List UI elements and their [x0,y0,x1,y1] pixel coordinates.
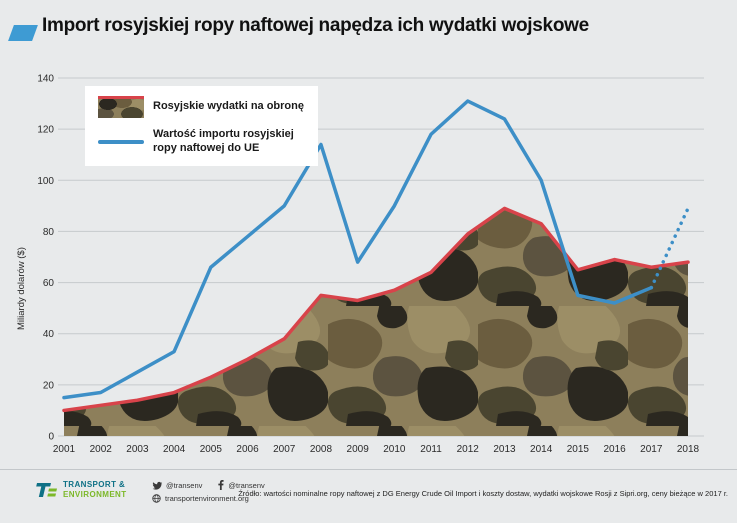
oil-import-projection-line [649,206,690,290]
legend-item-oil-imports: Wartość importu rosyjskiej ropy naftowej… [98,128,305,156]
x-tick-label: 2005 [200,444,223,455]
title-accent-shape [8,25,38,41]
x-tick-label: 2003 [126,444,149,455]
camo-area-swatch [98,96,144,118]
twitter-icon [152,481,162,490]
x-tick-label: 2013 [493,444,516,455]
x-tick-label: 2007 [273,444,296,455]
x-tick-label: 2009 [347,444,370,455]
y-tick-label: 80 [43,227,55,238]
x-tick-label: 2008 [310,444,333,455]
footer: TRANSPORT & ENVIRONMENT @transenv @t [0,469,737,523]
legend-label-defense: Rosyjskie wydatki na obronę [153,100,304,113]
x-tick-label: 2014 [530,444,553,455]
y-tick-label: 40 [43,329,55,340]
legend: Rosyjskie wydatki na obronę Wartość impo… [85,86,318,166]
social-row-website: transportenvironment.org [152,494,265,503]
oil-import-line [62,99,654,400]
x-tick-label: 2018 [677,444,700,455]
x-tick-label: 2004 [163,444,186,455]
page-title: Import rosyjskiej ropy naftowej napędza … [42,15,589,36]
website-url: transportenvironment.org [165,494,249,503]
x-tick-label: 2012 [457,444,480,455]
social-links: @transenv @transenv transport [152,480,265,507]
source-note: Źródło: wartości nominalne ropy naftowej… [238,489,728,498]
defense-spending-line [62,206,690,413]
y-tick-label: 120 [37,125,54,136]
facebook-icon [218,480,224,490]
social-row-handles: @transenv @transenv [152,480,265,490]
facebook-handle: @transenv [228,480,265,490]
x-tick-label: 2011 [420,444,442,455]
x-tick-label: 2010 [383,444,406,455]
y-tick-label: 0 [48,432,54,443]
chart-svg: 0 20 40 60 80 100 120 140 2001 2002 2003 2004 2005 20… [37,74,704,455]
y-axis-label: Miliardy dolarów ($) [16,247,27,330]
te-logo-text: TRANSPORT & ENVIRONMENT [63,480,127,500]
y-tick-label: 20 [43,380,55,391]
y-tick-label: 100 [37,176,54,187]
globe-icon [152,494,161,503]
defense-spending-area [64,208,688,436]
te-logo: TRANSPORT & ENVIRONMENT [36,480,127,500]
blue-line-swatch [98,139,144,144]
legend-label-oil: Wartość importu rosyjskiej ropy naftowej… [153,128,294,154]
x-tick-label: 2016 [603,444,626,455]
y-tick-label: 60 [43,278,55,289]
x-tick-label: 2015 [567,444,590,455]
chart-area: 0 20 40 60 80 100 120 140 2001 2002 2003 2004 2005 20… [28,66,724,462]
legend-item-defense-spending: Rosyjskie wydatki na obronę [98,96,305,118]
x-tick-label: 2001 [53,444,76,455]
x-tick-label: 2002 [90,444,113,455]
logo-environment-label: ENVIRONMENT [63,490,127,499]
logo-transport-label: TRANSPORT & [63,480,126,489]
te-logo-mark-icon [36,481,58,499]
y-tick-label: 140 [37,74,54,85]
x-tick-label: 2017 [640,444,663,455]
x-tick-label: 2006 [236,444,259,455]
twitter-handle: @transenv [166,480,203,490]
